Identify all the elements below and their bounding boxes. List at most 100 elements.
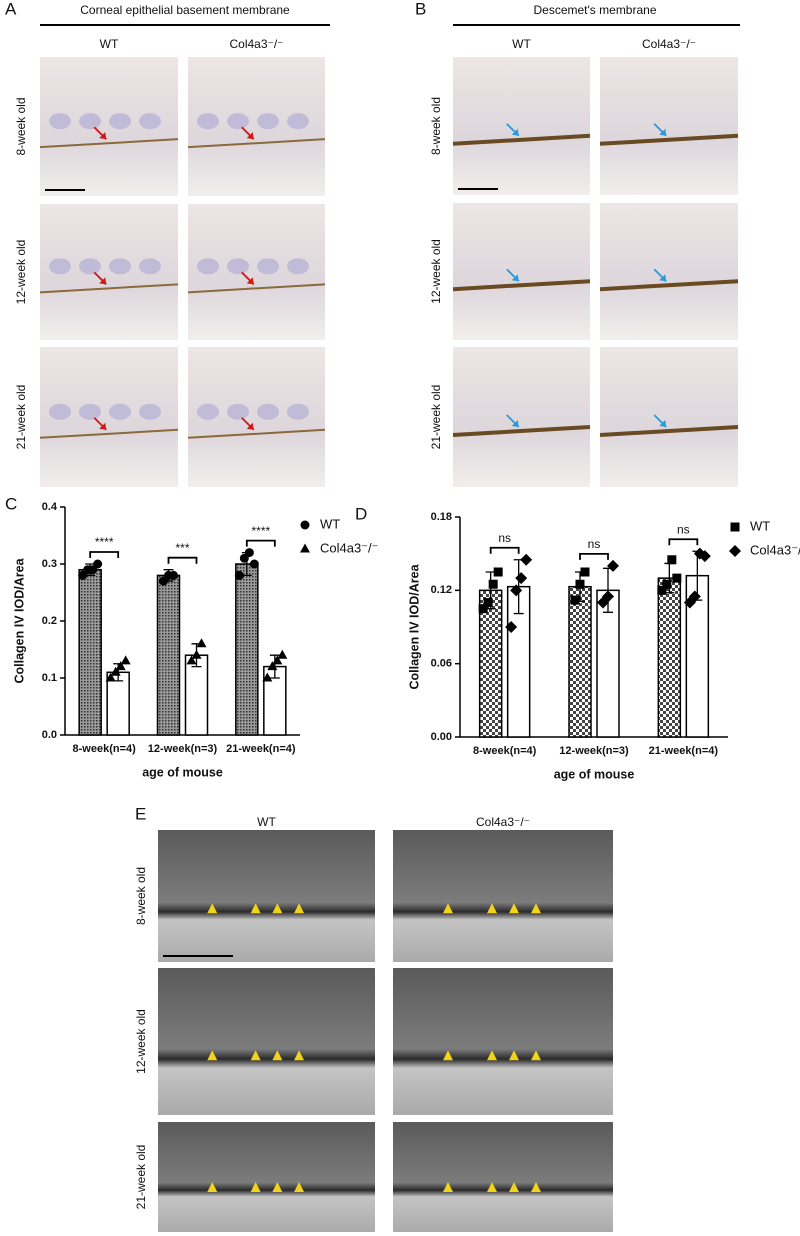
nucleus (257, 403, 279, 420)
column-header: Col4a3⁻/⁻ (229, 37, 283, 51)
y-tick-label: 0.00 (431, 731, 452, 743)
data-point (196, 638, 207, 648)
significance-bracket (245, 539, 276, 547)
micrograph (393, 830, 613, 962)
arrowhead (250, 903, 261, 914)
membrane (452, 425, 591, 437)
data-point (602, 590, 614, 603)
data-point (115, 661, 126, 671)
arrowhead (207, 1182, 218, 1192)
arrow-head (99, 277, 107, 285)
panel-title: Corneal epithelial basement membrane (80, 3, 290, 17)
membrane (187, 283, 326, 294)
membrane (452, 279, 591, 292)
arrowhead (509, 1182, 519, 1192)
data-point (607, 559, 619, 572)
panel-label: B (415, 0, 426, 18)
row-label: 21-week old (429, 385, 443, 450)
data-point (580, 567, 590, 577)
membrane (39, 428, 179, 439)
arrow-head (511, 420, 519, 427)
panel-label: E (135, 804, 146, 823)
data-point (478, 604, 488, 614)
x-tick-label: 21-week(n=4) (649, 745, 719, 757)
y-axis-label: Collagen IV IOD/Area (407, 563, 421, 689)
x-tick-label: 8-week(n=4) (473, 745, 537, 757)
micrograph (453, 203, 590, 340)
row-label: 12-week old (429, 239, 443, 304)
data-point (672, 573, 682, 583)
arrowhead (487, 1182, 497, 1192)
y-tick-label: 0.0 (42, 729, 57, 741)
y-axis-label: Collagen IV IOD/Area (12, 557, 26, 683)
y-tick-label: 0.06 (431, 658, 452, 670)
micrograph (158, 968, 375, 1115)
arrowhead (531, 1182, 541, 1192)
nucleus (79, 113, 101, 130)
significance-bracket (89, 551, 120, 558)
row-label: 8-week old (14, 97, 28, 155)
arrowhead (443, 903, 453, 914)
data-point (515, 572, 528, 585)
data-point (234, 570, 244, 580)
arrowhead (272, 1182, 283, 1192)
arrowhead (294, 903, 305, 914)
data-point (110, 666, 121, 676)
micrograph (393, 1122, 613, 1232)
nucleus (287, 258, 309, 275)
bar (156, 574, 181, 736)
nucleus (79, 258, 101, 275)
micrograph (158, 830, 375, 962)
nucleus (109, 258, 131, 275)
nucleus (227, 258, 249, 275)
y-tick-label: 0.4 (42, 501, 58, 513)
row-label: 8-week old (134, 867, 148, 925)
data-point (657, 585, 667, 595)
arrowhead (509, 903, 519, 914)
data-point (93, 559, 103, 569)
data-point (105, 672, 116, 682)
arrowhead (250, 1050, 261, 1061)
nucleus (49, 113, 71, 130)
row-label: 21-week old (14, 385, 28, 450)
bar (568, 585, 592, 738)
arrow-head (511, 128, 519, 136)
data-point (272, 655, 283, 665)
significance-label: *** (175, 541, 189, 555)
arrowhead (294, 1050, 305, 1061)
significance-bracket (579, 552, 609, 560)
data-point (688, 590, 701, 603)
nucleus (49, 258, 71, 275)
legend-label: Col4a3⁻/⁻ (750, 542, 800, 557)
micrograph (600, 203, 738, 340)
significance-bracket (668, 538, 699, 546)
nucleus (139, 258, 161, 275)
data-point (169, 570, 178, 580)
arrowhead (443, 1182, 453, 1192)
micrograph (453, 347, 590, 487)
data-point (488, 579, 498, 589)
arrowhead (207, 903, 218, 914)
x-axis-label: age of mouse (142, 765, 223, 779)
arrowhead (487, 1050, 497, 1061)
arrowhead (294, 1182, 305, 1192)
nucleus (197, 403, 219, 420)
nucleus (227, 403, 249, 420)
nucleus (197, 258, 219, 275)
column-header: Col4a3⁻/⁻ (476, 815, 530, 829)
membrane (39, 138, 179, 149)
data-point (698, 550, 711, 563)
significance-label: ns (677, 522, 690, 536)
significance-label: ns (588, 537, 601, 551)
bar (106, 671, 130, 736)
arrow-head (99, 422, 107, 430)
membrane (187, 428, 326, 439)
column-header: WT (100, 37, 119, 51)
x-tick-label: 12-week(n=3) (148, 743, 218, 755)
nucleus (109, 403, 131, 420)
x-tick-label: 12-week(n=3) (559, 745, 629, 757)
arrow-head (659, 128, 667, 136)
column-header: Col4a3⁻/⁻ (642, 37, 696, 51)
y-tick-label: 0.1 (42, 672, 57, 684)
legend-label: WT (750, 518, 770, 533)
